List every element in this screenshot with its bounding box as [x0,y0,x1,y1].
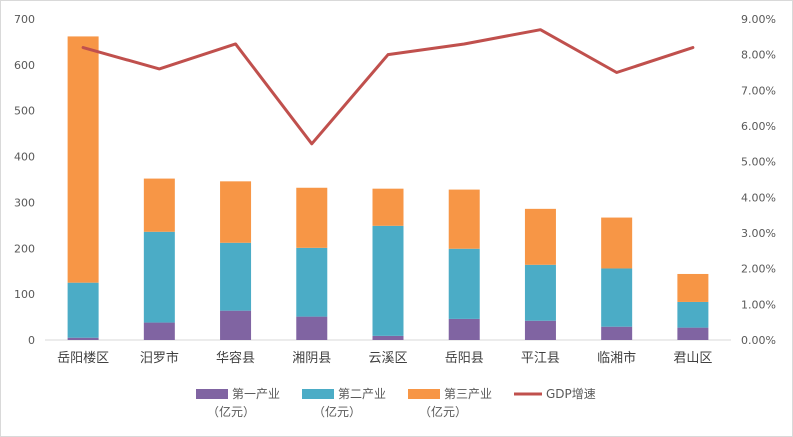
bar-segment [372,335,404,340]
y-left-tick-label: 200 [14,242,35,255]
bar-segment [677,273,709,302]
y-right-tick-label: 5.00% [741,156,776,169]
y-left-tick-label: 0 [28,334,35,347]
y-right-tick-label: 4.00% [741,191,776,204]
y-right-tick-label: 2.00% [741,263,776,276]
legend-label-unit: （亿元） [207,404,255,419]
bar-segment [524,320,556,340]
y-right-tick-label: 0.00% [741,334,776,347]
gdp-growth-line [81,28,695,146]
legend-label-unit: （亿元） [419,404,467,419]
y-left-tick-label: 300 [14,196,35,209]
x-category-label: 汨罗市 [140,350,179,366]
bar-segment [143,231,175,323]
bar-segment [143,322,175,340]
bar-segment [220,181,252,243]
legend-swatch [408,389,440,399]
bar-segment [677,301,709,328]
x-category-label: 平江县 [521,351,560,366]
bar-segment [601,217,633,269]
y-right-tick-label: 3.00% [741,227,776,240]
legend-label: GDP增速 [546,387,596,401]
x-category-label: 岳阳县 [445,351,484,366]
legend-label: 第三产业 [444,387,492,401]
bar-segment [67,282,99,338]
bar-segment [601,268,633,327]
y-right-tick-label: 1.00% [741,298,776,311]
legend-swatch [196,389,228,399]
bar-segment [601,326,633,340]
bar-segment [677,327,709,340]
y-right-tick-label: 9.00% [741,13,776,26]
legend-label: 第二产业 [338,387,386,401]
bar-segment [524,208,556,265]
bar-segment [524,264,556,321]
bar-segment [372,188,404,226]
bar-segment [67,36,99,283]
y-left-tick-label: 100 [14,288,35,301]
bar-segment [296,316,328,340]
bar-segment [67,337,99,340]
bar-segment [448,318,480,340]
y-right-tick-label: 6.00% [741,120,776,133]
bar-segment [220,310,252,340]
bar-segment [296,187,328,248]
bar-segment [143,178,175,232]
y-right-tick-label: 8.00% [741,49,776,62]
legend-label: 第一产业 [232,387,280,401]
bar-segment [448,248,480,319]
y-left-tick-label: 700 [14,13,35,26]
x-category-label: 君山区 [673,351,712,366]
y-right-tick-label: 7.00% [741,84,776,97]
y-left-tick-label: 500 [14,105,35,118]
legend-label-unit: （亿元） [313,404,361,419]
x-category-label: 湘阴县 [292,351,331,366]
x-category-label: 华容县 [216,350,255,366]
x-category-label: 岳阳楼区 [57,351,109,366]
bar-segment [220,242,252,311]
legend-swatch [302,389,334,399]
y-left-tick-label: 600 [14,59,35,72]
bar-segment [448,189,480,249]
bar-segment [372,225,404,336]
bar-segment [296,247,328,317]
y-left-tick-label: 400 [14,151,35,164]
x-category-label: 云溪区 [368,351,407,366]
x-category-label: 临湘市 [597,350,636,366]
